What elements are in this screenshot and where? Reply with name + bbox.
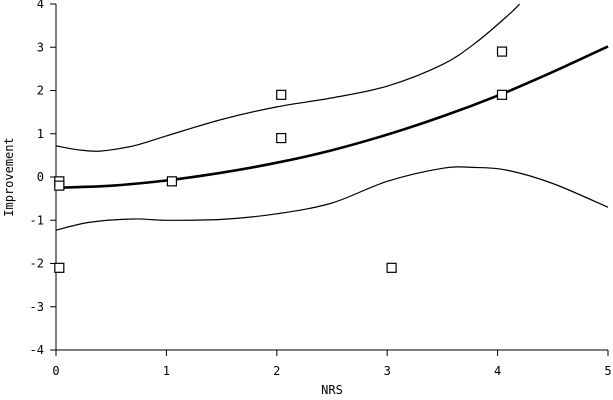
y-axis-ticks: -4 -3 -2 -1 0 1 2 3 4 bbox=[30, 0, 56, 357]
regression-curve bbox=[55, 45, 609, 190]
y-tick-label: 1 bbox=[37, 127, 44, 141]
data-point bbox=[496, 46, 508, 57]
y-axis-title: Improvement bbox=[2, 137, 16, 216]
y-tick-label: 2 bbox=[37, 84, 44, 98]
x-axis-title: NRS bbox=[321, 383, 343, 397]
x-tick-label: 0 bbox=[52, 364, 59, 378]
ci-upper-curve bbox=[55, 3, 521, 152]
y-tick-label: -3 bbox=[30, 300, 44, 314]
ci-lower-curve bbox=[55, 166, 609, 231]
y-tick-label: -1 bbox=[30, 213, 44, 227]
data-point bbox=[166, 176, 178, 187]
data-point bbox=[276, 132, 287, 144]
data-point bbox=[386, 262, 397, 273]
x-tick-label: 3 bbox=[384, 364, 391, 378]
data-point bbox=[54, 180, 65, 191]
data-point bbox=[276, 89, 287, 100]
x-tick-label: 2 bbox=[273, 364, 280, 378]
x-tick-label: 5 bbox=[604, 364, 611, 378]
data-point bbox=[496, 89, 508, 100]
y-tick-label: 3 bbox=[37, 40, 44, 54]
y-tick-label: 4 bbox=[37, 0, 44, 11]
y-tick-label: 0 bbox=[37, 170, 44, 184]
data-points bbox=[54, 46, 508, 273]
y-tick-label: -4 bbox=[30, 343, 44, 357]
x-tick-label: 1 bbox=[163, 364, 170, 378]
y-tick-label: -2 bbox=[30, 257, 44, 271]
x-axis-ticks: 0 1 2 3 4 5 bbox=[52, 350, 612, 378]
data-point bbox=[54, 262, 65, 273]
x-tick-label: 4 bbox=[494, 364, 501, 378]
